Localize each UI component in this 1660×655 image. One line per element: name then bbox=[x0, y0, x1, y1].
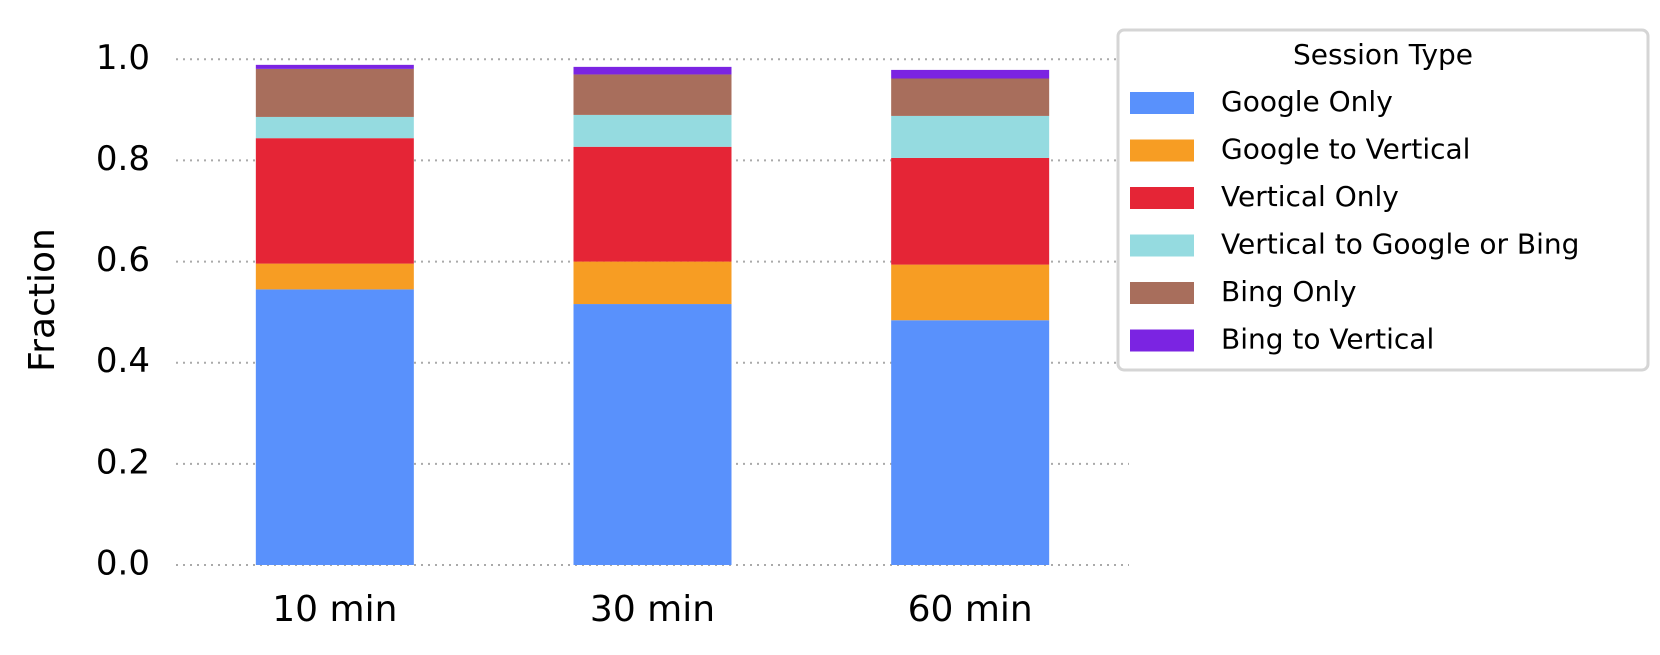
bar-segment bbox=[573, 114, 732, 147]
y-tick-label: 0.0 bbox=[96, 544, 150, 584]
x-tick-label: 60 min bbox=[908, 589, 1033, 630]
y-tick-label: 0.6 bbox=[96, 240, 150, 280]
bar-segment bbox=[891, 69, 1050, 79]
bar-segment bbox=[573, 304, 732, 565]
bar-segment bbox=[573, 146, 732, 262]
y-tick-label: 1.0 bbox=[96, 38, 150, 78]
x-tick-label: 30 min bbox=[590, 589, 715, 630]
bar-segment bbox=[573, 66, 732, 75]
y-tick-label: 0.8 bbox=[96, 139, 150, 179]
y-axis-label: Fraction bbox=[22, 228, 63, 372]
bar-segment bbox=[891, 264, 1050, 321]
legend-label: Google to Vertical bbox=[1221, 133, 1470, 166]
legend-label: Vertical to Google or Bing bbox=[1221, 228, 1579, 261]
bar-segment bbox=[891, 320, 1050, 565]
bar-segment bbox=[891, 157, 1050, 265]
y-tick-label: 0.4 bbox=[96, 341, 150, 381]
bar-segment bbox=[255, 138, 414, 264]
legend-swatch bbox=[1130, 234, 1194, 257]
bar-segment bbox=[573, 261, 732, 305]
bar-segment bbox=[255, 263, 414, 290]
bar-segment bbox=[255, 116, 414, 139]
x-tick-label: 10 min bbox=[272, 589, 397, 630]
bar-segment bbox=[573, 74, 732, 115]
bar-segment bbox=[891, 115, 1050, 158]
legend-swatch bbox=[1130, 139, 1194, 162]
legend-label: Bing Only bbox=[1221, 275, 1357, 308]
legend-title: Session Type bbox=[1293, 38, 1473, 71]
legend-label: Vertical Only bbox=[1221, 180, 1399, 213]
legend-box bbox=[1116, 28, 1650, 372]
legend-swatch bbox=[1130, 92, 1194, 114]
legend-label: Google Only bbox=[1221, 85, 1393, 118]
bar-segment bbox=[255, 289, 414, 565]
legend-label: Bing to Vertical bbox=[1221, 323, 1434, 356]
bar-segment bbox=[255, 68, 414, 117]
legend-swatch bbox=[1130, 187, 1194, 209]
bar-segment bbox=[891, 78, 1050, 116]
legend-swatch bbox=[1130, 329, 1194, 352]
y-tick-label: 0.2 bbox=[96, 442, 150, 482]
bar-segment bbox=[255, 64, 414, 69]
legend-swatch bbox=[1130, 282, 1194, 304]
